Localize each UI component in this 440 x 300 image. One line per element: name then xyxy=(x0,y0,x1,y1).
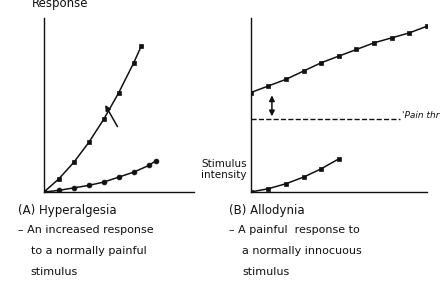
Text: – An increased response: – An increased response xyxy=(18,225,153,235)
Text: a normally innocuous: a normally innocuous xyxy=(242,246,362,256)
Text: Response: Response xyxy=(32,0,88,10)
Text: (B) Allodynia: (B) Allodynia xyxy=(229,204,304,217)
Text: 'Pain threshold': 'Pain threshold' xyxy=(402,111,440,120)
Text: stimulus: stimulus xyxy=(242,267,289,277)
Text: stimulus: stimulus xyxy=(31,267,78,277)
Text: Stimulus
intensity: Stimulus intensity xyxy=(201,159,247,180)
Text: – A painful  response to: – A painful response to xyxy=(229,225,359,235)
Text: (A) Hyperalgesia: (A) Hyperalgesia xyxy=(18,204,116,217)
Text: to a normally painful: to a normally painful xyxy=(31,246,147,256)
